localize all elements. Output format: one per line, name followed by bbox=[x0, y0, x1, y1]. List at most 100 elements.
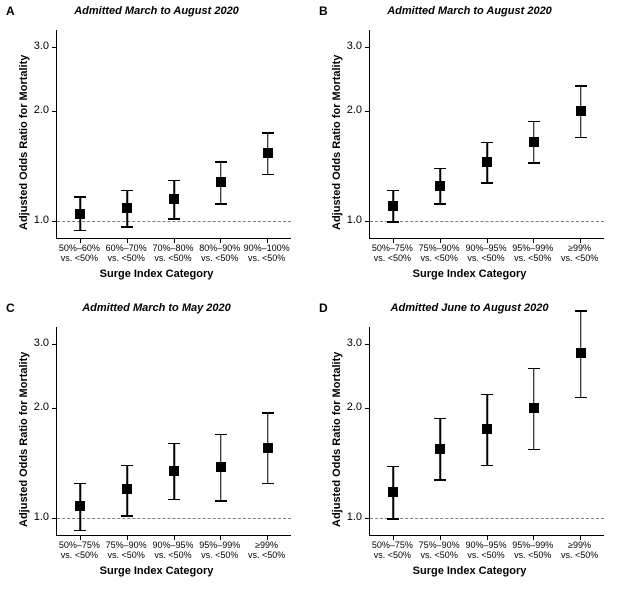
x-tick-label: ≥99%vs. <50% bbox=[554, 244, 606, 264]
data-point bbox=[122, 484, 132, 494]
y-tick-label: 3.0 bbox=[330, 337, 362, 349]
x-tick-label: 80%–90%vs. <50% bbox=[194, 244, 246, 264]
error-cap-top bbox=[121, 465, 133, 467]
error-cap-bottom bbox=[387, 221, 399, 223]
error-cap-bottom bbox=[262, 174, 274, 176]
data-point bbox=[122, 203, 132, 213]
y-tick-mark bbox=[52, 344, 57, 345]
y-tick-mark bbox=[365, 47, 370, 48]
reference-line bbox=[370, 518, 604, 519]
error-cap-top bbox=[528, 121, 540, 123]
error-cap-bottom bbox=[262, 483, 274, 485]
x-tick-label: 75%–90%vs. <50% bbox=[413, 244, 465, 264]
x-tick-label: 90%–95%vs. <50% bbox=[147, 541, 199, 561]
plot-area-C: 1.02.03.0 bbox=[56, 327, 291, 536]
error-cap-bottom bbox=[215, 500, 227, 502]
x-tick-label: 50%–60%vs. <50% bbox=[53, 244, 105, 264]
error-cap-top bbox=[262, 412, 274, 414]
error-cap-bottom bbox=[434, 203, 446, 205]
x-tick-label: 50%–75%vs. <50% bbox=[53, 541, 105, 561]
y-tick-label: 3.0 bbox=[330, 40, 362, 52]
plot-area-D: 1.02.03.0 bbox=[369, 327, 604, 536]
y-axis-title: Adjusted Odds Ratio for Mortality bbox=[18, 352, 30, 527]
error-cap-bottom bbox=[121, 226, 133, 228]
y-tick-mark bbox=[52, 518, 57, 519]
error-cap-top bbox=[434, 418, 446, 420]
y-tick-mark bbox=[52, 221, 57, 222]
data-point bbox=[482, 424, 492, 434]
error-cap-bottom bbox=[434, 479, 446, 481]
error-cap-top bbox=[215, 434, 227, 436]
x-tick-label: 95%–99%vs. <50% bbox=[507, 541, 559, 561]
y-tick-mark bbox=[365, 518, 370, 519]
x-tick-label: 90%–95%vs. <50% bbox=[460, 244, 512, 264]
y-tick-mark bbox=[365, 408, 370, 409]
data-point bbox=[388, 201, 398, 211]
error-cap-bottom bbox=[528, 162, 540, 164]
y-tick-label: 3.0 bbox=[17, 40, 49, 52]
data-point bbox=[529, 403, 539, 413]
x-tick-label: 95%–99%vs. <50% bbox=[194, 541, 246, 561]
error-cap-bottom bbox=[575, 397, 587, 399]
error-cap-top bbox=[121, 190, 133, 192]
x-tick-label: ≥99%vs. <50% bbox=[554, 541, 606, 561]
x-tick-label: ≥99%vs. <50% bbox=[241, 541, 293, 561]
plot-area-B: 1.02.03.0 bbox=[369, 30, 604, 239]
error-cap-bottom bbox=[168, 218, 180, 220]
error-cap-top bbox=[575, 310, 587, 312]
error-cap-top bbox=[575, 85, 587, 87]
x-tick-label: 60%–70%vs. <50% bbox=[100, 244, 152, 264]
error-cap-top bbox=[528, 368, 540, 370]
data-point bbox=[576, 106, 586, 116]
reference-line bbox=[57, 518, 291, 519]
x-tick-label: 50%–75%vs. <50% bbox=[366, 541, 418, 561]
data-point bbox=[435, 444, 445, 454]
error-cap-top bbox=[168, 443, 180, 445]
error-cap-bottom bbox=[168, 499, 180, 501]
panel-title-A: Admitted March to August 2020 bbox=[0, 5, 313, 17]
data-point bbox=[529, 137, 539, 147]
y-tick-mark bbox=[365, 344, 370, 345]
error-cap-top bbox=[434, 168, 446, 170]
panel-B: BAdmitted March to August 20201.02.03.0A… bbox=[313, 0, 626, 297]
error-cap-bottom bbox=[215, 203, 227, 205]
error-cap-top bbox=[481, 142, 493, 144]
error-cap-top bbox=[168, 180, 180, 182]
y-tick-label: 3.0 bbox=[17, 337, 49, 349]
error-cap-top bbox=[387, 190, 399, 192]
error-cap-top bbox=[262, 132, 274, 134]
x-axis-title: Surge Index Category bbox=[0, 268, 313, 280]
error-cap-bottom bbox=[387, 518, 399, 520]
error-cap-bottom bbox=[575, 137, 587, 139]
y-tick-mark bbox=[365, 221, 370, 222]
data-point bbox=[576, 348, 586, 358]
error-cap-bottom bbox=[481, 465, 493, 467]
data-point bbox=[263, 148, 273, 158]
panel-D: DAdmitted June to August 20201.02.03.0Ad… bbox=[313, 297, 626, 594]
error-cap-top bbox=[215, 161, 227, 163]
x-tick-label: 75%–90%vs. <50% bbox=[413, 541, 465, 561]
panel-A: AAdmitted March to August 20201.02.03.0A… bbox=[0, 0, 313, 297]
x-tick-label: 90%–95%vs. <50% bbox=[460, 541, 512, 561]
error-cap-bottom bbox=[74, 530, 86, 532]
x-tick-label: 75%–90%vs. <50% bbox=[100, 541, 152, 561]
data-point bbox=[435, 181, 445, 191]
x-tick-label: 95%–99%vs. <50% bbox=[507, 244, 559, 264]
x-axis-title: Surge Index Category bbox=[313, 565, 626, 577]
y-tick-mark bbox=[52, 111, 57, 112]
error-cap-bottom bbox=[121, 515, 133, 517]
data-point bbox=[482, 157, 492, 167]
plot-area-A: 1.02.03.0 bbox=[56, 30, 291, 239]
error-cap-bottom bbox=[481, 182, 493, 184]
y-tick-mark bbox=[52, 408, 57, 409]
error-cap-top bbox=[74, 483, 86, 485]
y-axis-title: Adjusted Odds Ratio for Mortality bbox=[331, 55, 343, 230]
x-axis-title: Surge Index Category bbox=[313, 268, 626, 280]
data-point bbox=[75, 501, 85, 511]
x-tick-label: 90%–100%vs. <50% bbox=[241, 244, 293, 264]
data-point bbox=[216, 177, 226, 187]
x-tick-label: 70%–80%vs. <50% bbox=[147, 244, 199, 264]
panel-title-B: Admitted March to August 2020 bbox=[313, 5, 626, 17]
data-point bbox=[388, 487, 398, 497]
data-point bbox=[263, 443, 273, 453]
